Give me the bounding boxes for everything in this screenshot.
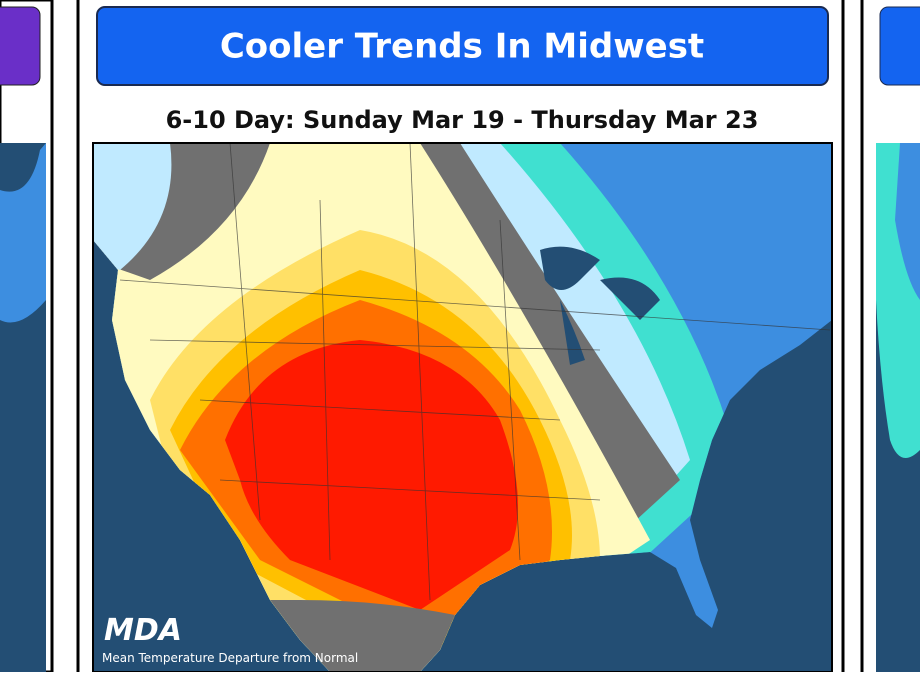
- side-header: [879, 6, 920, 86]
- title: Cooler Trends In Midwest: [220, 27, 704, 67]
- side-map-land: [895, 143, 920, 300]
- logo: MDA: [104, 613, 182, 648]
- side-map-land: [0, 143, 46, 323]
- side-header: [0, 6, 41, 86]
- subtitle: 6-10 Day: Sunday Mar 19 - Thursday Mar 2…: [166, 106, 759, 134]
- map: MDA Mean Temperature Departure from Norm…: [93, 143, 832, 672]
- title-banner: [96, 6, 829, 86]
- caption: Mean Temperature Departure from Normal: [102, 651, 358, 665]
